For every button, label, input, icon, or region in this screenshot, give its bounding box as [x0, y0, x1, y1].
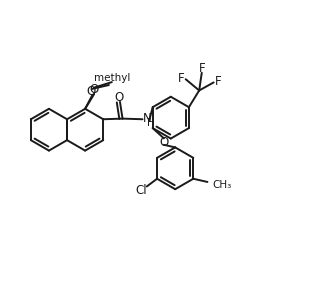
Text: O: O	[86, 85, 96, 98]
Text: methyl: methyl	[94, 73, 131, 83]
Text: H: H	[147, 118, 155, 128]
Text: O: O	[115, 91, 124, 104]
Text: N: N	[143, 112, 151, 125]
Text: O: O	[89, 83, 98, 96]
Text: F: F	[198, 62, 205, 75]
Text: F: F	[178, 72, 184, 85]
Text: F: F	[215, 75, 222, 88]
Text: Cl: Cl	[136, 184, 148, 197]
Text: CH₃: CH₃	[212, 180, 231, 190]
Text: O: O	[160, 136, 169, 149]
